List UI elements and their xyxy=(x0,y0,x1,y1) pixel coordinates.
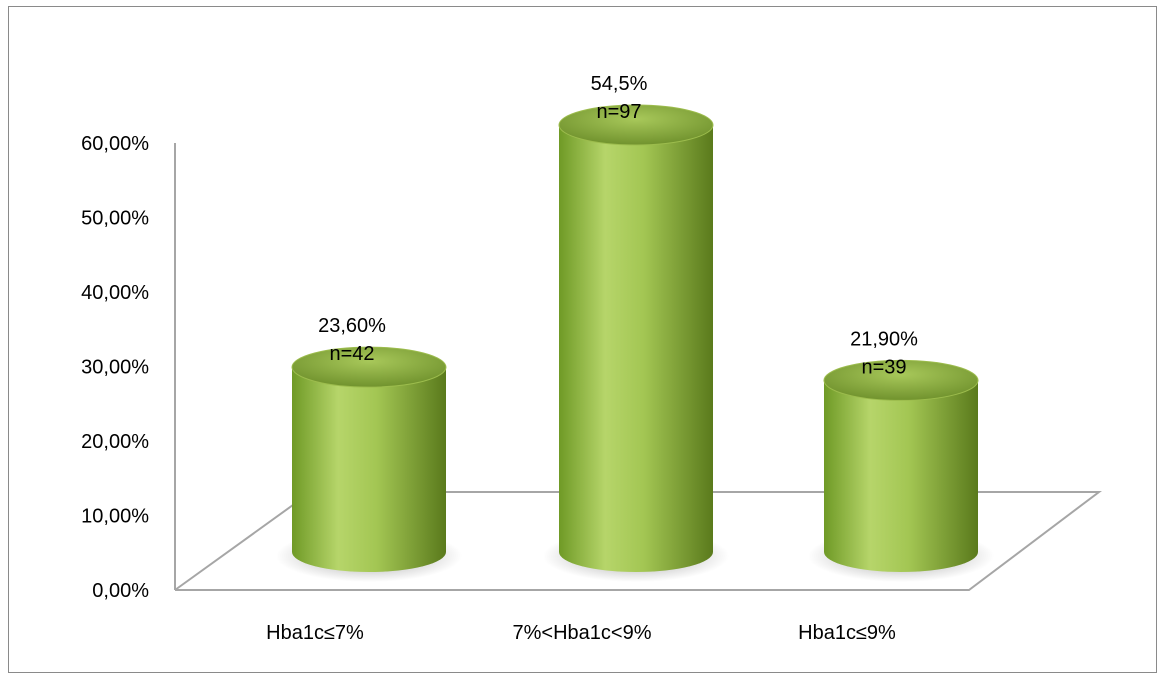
y-tick-label: 40,00% xyxy=(81,282,149,304)
y-tick-label: 50,00% xyxy=(81,208,149,230)
data-label-count: n=97 xyxy=(596,101,641,123)
bars: 23,60% n=42 54,5% n=97 21,90% n=39 xyxy=(276,73,994,582)
bar-top xyxy=(823,359,979,401)
bar: 23,60% n=42 xyxy=(276,315,462,582)
bar: 54,5% n=97 xyxy=(543,73,729,582)
x-category-label: Hba1c≤9% xyxy=(798,622,896,644)
plot-floor xyxy=(174,143,1102,591)
bar-top xyxy=(558,104,714,146)
bar-chart: 0,00% 10,00% 20,00% 30,00% 40,00% 50,00% 60,00… xyxy=(81,73,1102,644)
x-axis-labels: Hba1c≤7% 7%<Hba1c<9% Hba1c≤9% xyxy=(266,622,896,644)
bar-body xyxy=(559,125,713,572)
bar-top xyxy=(291,346,447,388)
x-category-label: 7%<Hba1c<9% xyxy=(513,622,652,644)
data-label-percent: 21,90% xyxy=(850,328,918,350)
y-tick-label: 60,00% xyxy=(81,133,149,155)
data-label-count: n=39 xyxy=(861,356,906,378)
bar-body xyxy=(824,380,978,572)
y-tick-label: 20,00% xyxy=(81,431,149,453)
data-label-percent: 23,60% xyxy=(318,315,386,337)
y-axis-ticks: 0,00% 10,00% 20,00% 30,00% 40,00% 50,00% 60,00… xyxy=(81,133,149,602)
x-category-label: Hba1c≤7% xyxy=(266,622,364,644)
floor-plane xyxy=(174,491,1102,591)
y-tick-label: 10,00% xyxy=(81,506,149,528)
bar-body xyxy=(292,367,446,572)
y-tick-label: 0,00% xyxy=(92,580,149,602)
y-tick-label: 30,00% xyxy=(81,357,149,379)
bar: 21,90% n=39 xyxy=(808,328,994,582)
data-label-count: n=42 xyxy=(329,343,374,365)
chart-frame: 0,00% 10,00% 20,00% 30,00% 40,00% 50,00% 60,00… xyxy=(8,6,1157,673)
data-label-percent: 54,5% xyxy=(591,73,648,95)
